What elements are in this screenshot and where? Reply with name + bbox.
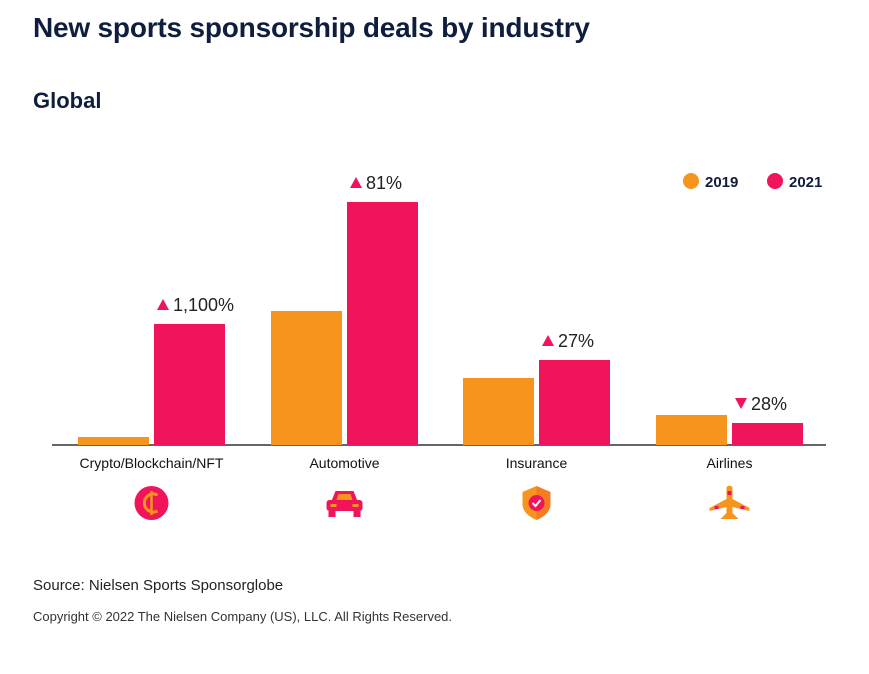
bar-2021-0 <box>154 324 225 445</box>
plane-engine-right <box>740 506 745 509</box>
plane-wing-left <box>709 499 727 511</box>
car-wheel-left <box>328 511 336 517</box>
car-body <box>326 500 363 511</box>
airplane-icon <box>709 485 750 519</box>
legend-swatch-2021 <box>767 173 783 189</box>
check-circle <box>528 495 545 511</box>
bar-2019-3 <box>656 415 727 445</box>
legend-label-2021: 2021 <box>789 174 822 191</box>
change-label-2: 27% <box>558 331 594 351</box>
car-light-right <box>352 504 359 507</box>
change-up-icon <box>542 335 554 346</box>
change-up-icon <box>157 299 169 310</box>
bar-2019-0 <box>78 437 149 445</box>
bar-2019-1 <box>271 311 342 445</box>
legend-label-2019: 2019 <box>705 174 738 191</box>
car-window <box>336 494 353 500</box>
chart-title: New sports sponsorship deals by industry <box>33 12 590 43</box>
change-down-icon <box>735 398 747 409</box>
bar-2021-2 <box>539 360 610 445</box>
legend-swatch-2019 <box>683 173 699 189</box>
change-label-1: 81% <box>366 173 402 193</box>
plane-engine-left <box>714 506 719 509</box>
plane-wing-right <box>732 499 750 511</box>
shield-check-icon <box>522 486 551 520</box>
car-light-left <box>330 504 337 507</box>
plane-tail <box>720 513 739 519</box>
bar-2019-2 <box>463 378 534 445</box>
category-label-3: Airlines <box>707 455 753 471</box>
category-label-0: Crypto/Blockchain/NFT <box>80 455 224 471</box>
category-label-2: Insurance <box>506 455 568 471</box>
copyright-note: Copyright © 2022 The Nielsen Company (US… <box>33 609 453 624</box>
bar-chart: 2019 2021 1,100% Crypto/Blockchain/NFT 81% Au… <box>52 173 826 520</box>
car-icon <box>326 491 363 517</box>
crypto-coin-icon <box>134 486 169 520</box>
coin-symbol <box>142 492 159 514</box>
source-note: Source: Nielsen Sports Sponsorglobe <box>33 577 284 594</box>
plane-cockpit <box>727 491 732 495</box>
change-up-icon <box>350 177 362 188</box>
change-label-0: 1,100% <box>173 295 234 315</box>
change-label-3: 28% <box>751 394 787 414</box>
check-mark <box>531 499 542 508</box>
bar-2021-1 <box>347 202 418 445</box>
car-wheel-right <box>353 511 361 517</box>
category-label-1: Automotive <box>309 455 379 471</box>
bar-2021-3 <box>732 423 803 445</box>
plane-fuselage <box>726 485 733 515</box>
chart-subtitle: Global <box>33 88 102 113</box>
